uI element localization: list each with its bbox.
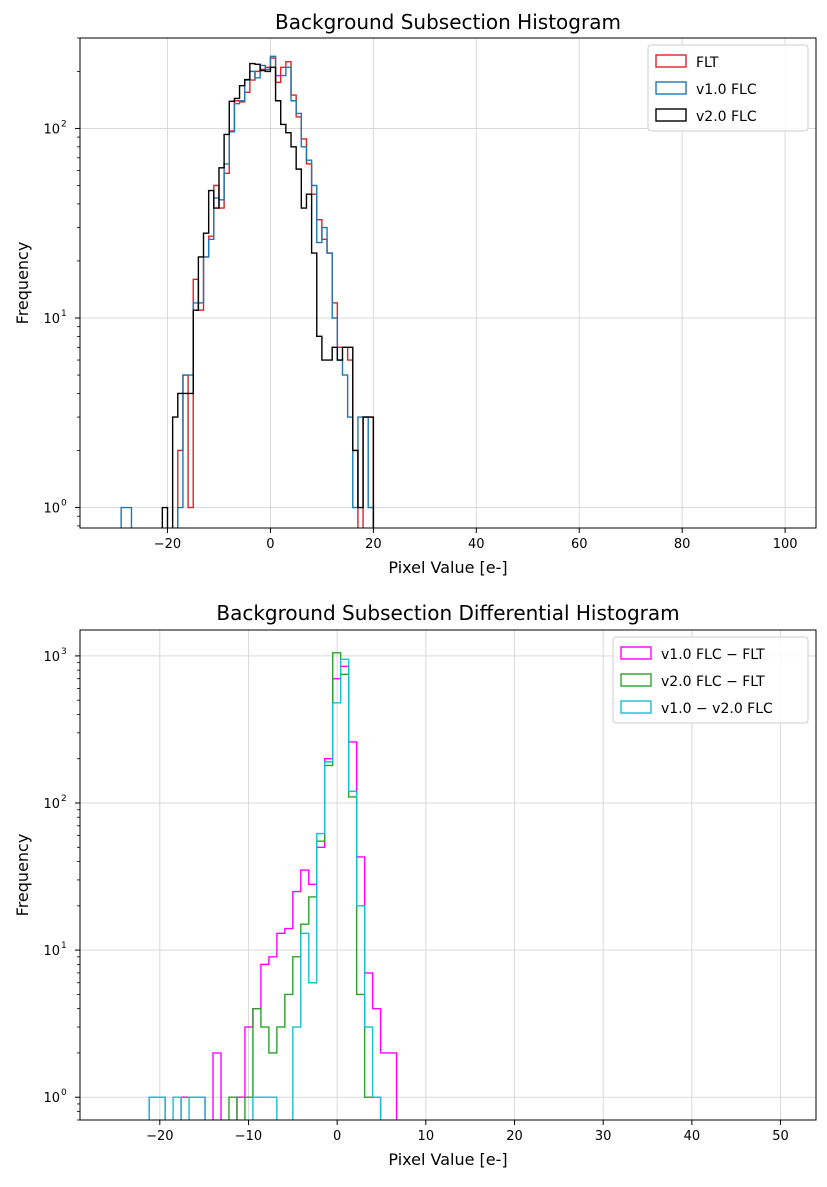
x-tick-label: 0: [333, 1129, 341, 1144]
y-tick-label-exponent: 2: [61, 794, 67, 804]
x-tick-label: 30: [595, 1129, 612, 1144]
x-tick-label: 60: [571, 537, 588, 552]
x-axis-label: Pixel Value [e-]: [388, 558, 507, 577]
legend-label: FLT: [696, 55, 719, 71]
x-tick-label: −10: [235, 1129, 262, 1144]
y-tick-label-base: 10: [43, 1091, 60, 1106]
series-step-2: [148, 658, 382, 1120]
series-step-1: [120, 55, 375, 528]
y-tick-label-exponent: 3: [61, 647, 67, 657]
x-tick-label: 40: [468, 537, 485, 552]
x-tick-label: 20: [506, 1129, 523, 1144]
y-axis-label: Frequency: [13, 834, 32, 917]
legend-swatch: [620, 700, 652, 714]
y-tick-label-exponent: 0: [61, 499, 67, 509]
legend-label: v1.0 − v2.0 FLC: [661, 701, 773, 717]
x-tick-label: 0: [266, 537, 274, 552]
y-tick-label-base: 10: [43, 122, 60, 137]
axes-frame: [79, 629, 817, 1121]
series-step-0: [177, 57, 375, 528]
y-axis-label: Frequency: [13, 242, 32, 325]
x-tick-label: 50: [772, 1129, 789, 1144]
y-tick-label-exponent: 2: [61, 119, 67, 129]
legend-swatch: [620, 646, 652, 660]
chart-title: Background Subsection Differential Histo…: [216, 601, 679, 625]
x-tick-label: 100: [773, 537, 798, 552]
x-tick-label: 10: [418, 1129, 435, 1144]
y-tick-label-base: 10: [43, 312, 60, 327]
legend-label: v2.0 FLC: [696, 109, 757, 125]
y-tick-label-exponent: 0: [61, 1088, 67, 1098]
y-tick-label-base: 10: [43, 502, 60, 517]
legend-swatch: [655, 54, 687, 68]
axes-frame: [79, 37, 817, 529]
chart-title: Background Subsection Histogram: [275, 10, 621, 34]
legend-box: [647, 44, 809, 132]
legend-label: v2.0 FLC − FLT: [661, 674, 765, 690]
legend-swatch: [655, 81, 687, 95]
x-tick-label: 40: [684, 1129, 701, 1144]
x-axis-label: Pixel Value [e-]: [388, 1150, 507, 1169]
y-tick-label-base: 10: [43, 650, 60, 665]
x-tick-label: −20: [146, 1129, 173, 1144]
legend-box: [612, 636, 809, 724]
legend-swatch: [655, 108, 687, 122]
y-tick-label-base: 10: [43, 797, 60, 812]
y-tick-label-exponent: 1: [61, 309, 67, 319]
legend-label: v1.0 FLC − FLT: [661, 647, 765, 663]
legend-label: v1.0 FLC: [696, 82, 757, 98]
legend-swatch: [620, 673, 652, 687]
y-tick-label-base: 10: [43, 944, 60, 959]
series-step-0: [148, 665, 398, 1120]
series-step-1: [228, 652, 382, 1120]
y-tick-label-exponent: 1: [61, 941, 67, 951]
x-tick-label: 20: [365, 537, 382, 552]
x-tick-label: 80: [674, 537, 691, 552]
series-step-2: [161, 62, 375, 528]
x-tick-label: −20: [154, 537, 181, 552]
